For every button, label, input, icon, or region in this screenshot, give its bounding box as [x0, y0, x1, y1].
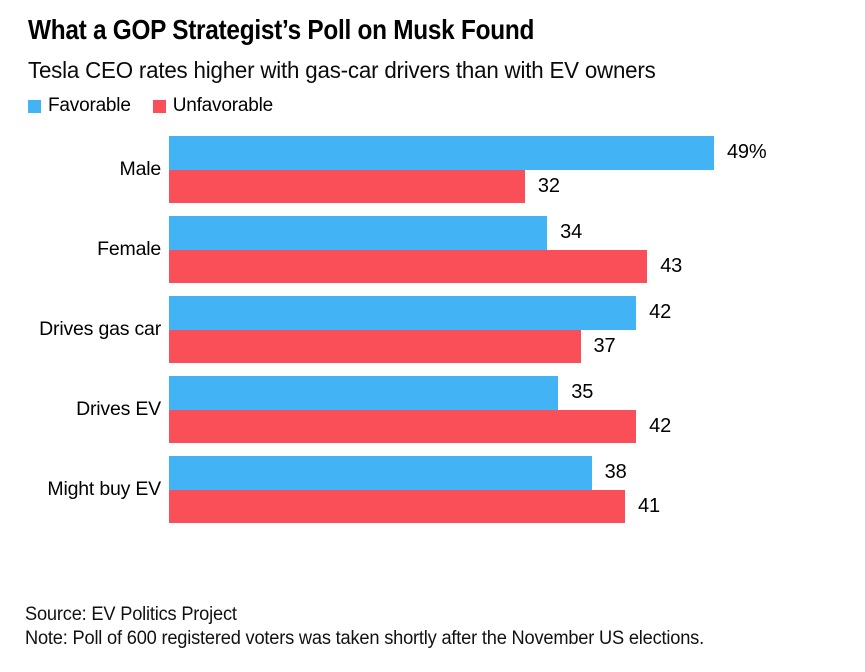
bar-row: 34 [169, 216, 865, 250]
value-label: 38 [604, 461, 627, 484]
category-label: Might buy EV [47, 478, 161, 500]
bar-group: Might buy EV 38 41 [0, 456, 865, 523]
category-label: Drives EV [76, 398, 161, 420]
bar-unfavorable [169, 489, 626, 523]
bar-row: 42 [169, 409, 865, 443]
value-label: 42 [649, 414, 671, 437]
bar-favorable [169, 216, 548, 250]
bar-unfavorable [169, 329, 581, 363]
bar-group: Male 49% 32 [0, 136, 865, 203]
category-label: Drives gas car [39, 318, 161, 340]
chart-title: What a GOP Strategist’s Poll on Musk Fou… [28, 14, 535, 45]
category-label: Male [119, 158, 162, 180]
bar-row: 32 [169, 169, 865, 203]
bar-group: Female 34 43 [0, 216, 865, 283]
bar-row: 38 [169, 456, 865, 490]
bar-row: 49% [169, 136, 865, 170]
bar-row: 35 [169, 376, 865, 410]
unfavorable-color-swatch-icon [152, 99, 166, 113]
value-label: 37 [593, 334, 616, 357]
bar-unfavorable [169, 249, 648, 283]
bar-group: Drives EV 35 42 [0, 376, 865, 443]
legend-label-favorable: Favorable [48, 95, 131, 116]
legend-item-unfavorable: Unfavorable [152, 95, 273, 117]
source-text: Source: EV Politics Project [25, 604, 237, 625]
bar-row: 43 [169, 249, 865, 283]
value-label: 42 [649, 301, 671, 324]
value-label: 49% [727, 141, 767, 164]
value-label: 41 [638, 494, 660, 517]
bar-row: 42 [169, 296, 865, 330]
chart-footer: Source: EV Politics Project Note: Poll o… [25, 603, 704, 651]
bar-favorable [169, 136, 714, 170]
bar-chart: Male 49% 32 Female 34 43 Drives gas car 42 37 Dri… [0, 136, 865, 536]
favorable-color-swatch-icon [28, 99, 41, 113]
value-label: 34 [560, 221, 583, 244]
bar-favorable [169, 296, 637, 330]
legend-label-unfavorable: Unfavorable [172, 95, 273, 116]
category-label: Female [97, 238, 161, 260]
bar-unfavorable [169, 409, 637, 443]
bar-favorable [169, 376, 559, 410]
legend-item-favorable: Favorable [28, 95, 131, 117]
bar-unfavorable [169, 169, 525, 203]
bar-favorable [169, 456, 592, 490]
value-label: 35 [571, 381, 594, 404]
chart-legend: Favorable Unfavorable [28, 95, 273, 117]
note-text: Note: Poll of 600 registered voters was … [25, 628, 704, 649]
bar-group: Drives gas car 42 37 [0, 296, 865, 363]
bar-row: 37 [169, 329, 865, 363]
bar-row: 41 [169, 489, 865, 523]
value-label: 43 [660, 254, 683, 277]
value-label: 32 [537, 174, 560, 197]
chart-subtitle: Tesla CEO rates higher with gas-car driv… [28, 57, 656, 83]
